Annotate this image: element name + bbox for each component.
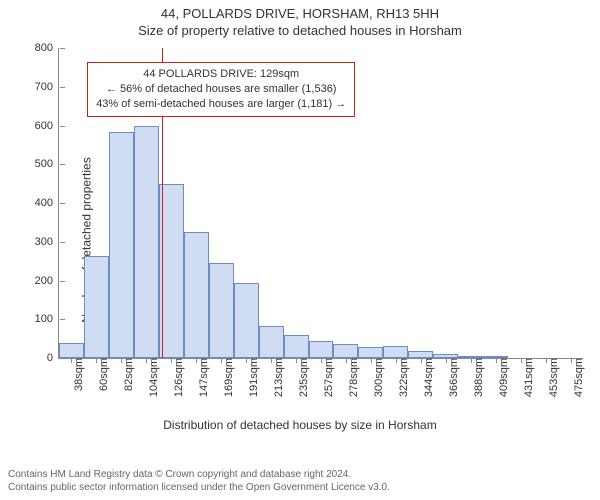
histogram-bar	[408, 351, 433, 358]
title-subtitle: Size of property relative to detached ho…	[0, 23, 600, 40]
histogram-bar	[309, 341, 334, 358]
x-tick: 388sqm	[467, 358, 485, 397]
y-tick: 200	[35, 275, 59, 287]
x-axis-label: Distribution of detached houses by size …	[0, 418, 600, 432]
x-tick: 453sqm	[542, 358, 560, 397]
x-tick: 278sqm	[342, 358, 360, 397]
property-annotation-box: 44 POLLARDS DRIVE: 129sqm← 56% of detach…	[87, 62, 355, 117]
histogram-bar	[284, 335, 309, 358]
histogram-bar	[84, 256, 109, 358]
x-tick: 257sqm	[317, 358, 335, 397]
footer-line-1: Contains HM Land Registry data © Crown c…	[8, 468, 390, 481]
y-tick: 100	[35, 313, 59, 325]
x-tick: 191sqm	[242, 358, 260, 397]
y-tick: 700	[35, 81, 59, 93]
x-tick: 366sqm	[442, 358, 460, 397]
annotation-line: ← 56% of detached houses are smaller (1,…	[96, 82, 346, 97]
histogram-bar	[358, 347, 383, 358]
x-tick: 409sqm	[492, 358, 510, 397]
x-tick: 126sqm	[167, 358, 185, 397]
y-tick: 800	[35, 42, 59, 54]
x-tick: 344sqm	[417, 358, 435, 397]
histogram-bar	[209, 263, 234, 358]
y-tick: 400	[35, 197, 59, 209]
x-tick: 60sqm	[92, 358, 110, 391]
x-tick: 104sqm	[142, 358, 160, 397]
histogram-bar	[234, 283, 259, 358]
histogram-bar	[259, 326, 284, 358]
footer-line-2: Contains public sector information licen…	[8, 481, 390, 494]
attribution-footer: Contains HM Land Registry data © Crown c…	[8, 468, 390, 494]
chart-area: Number of detached properties 0100200300…	[0, 42, 600, 437]
annotation-line: 44 POLLARDS DRIVE: 129sqm	[96, 67, 346, 82]
histogram-bar	[333, 344, 358, 358]
x-tick: 38sqm	[67, 358, 85, 391]
x-tick: 82sqm	[117, 358, 135, 391]
x-tick: 431sqm	[517, 358, 535, 397]
histogram-bar	[134, 126, 159, 359]
title-address: 44, POLLARDS DRIVE, HORSHAM, RH13 5HH	[0, 0, 600, 23]
x-tick: 300sqm	[367, 358, 385, 397]
histogram-bar	[109, 132, 134, 358]
y-tick: 0	[47, 352, 59, 364]
x-tick: 169sqm	[217, 358, 235, 397]
x-tick: 147sqm	[192, 358, 210, 397]
y-tick: 500	[35, 158, 59, 170]
x-tick: 213sqm	[267, 358, 285, 397]
y-tick: 600	[35, 120, 59, 132]
x-tick: 235sqm	[292, 358, 310, 397]
x-tick: 475sqm	[567, 358, 585, 397]
histogram-bar	[184, 232, 209, 358]
histogram-bar	[59, 343, 84, 358]
annotation-line: 43% of semi-detached houses are larger (…	[96, 97, 346, 112]
histogram-bar	[383, 346, 408, 358]
x-tick: 322sqm	[392, 358, 410, 397]
plot-region: 010020030040050060070080038sqm60sqm82sqm…	[58, 48, 583, 359]
y-tick: 300	[35, 236, 59, 248]
